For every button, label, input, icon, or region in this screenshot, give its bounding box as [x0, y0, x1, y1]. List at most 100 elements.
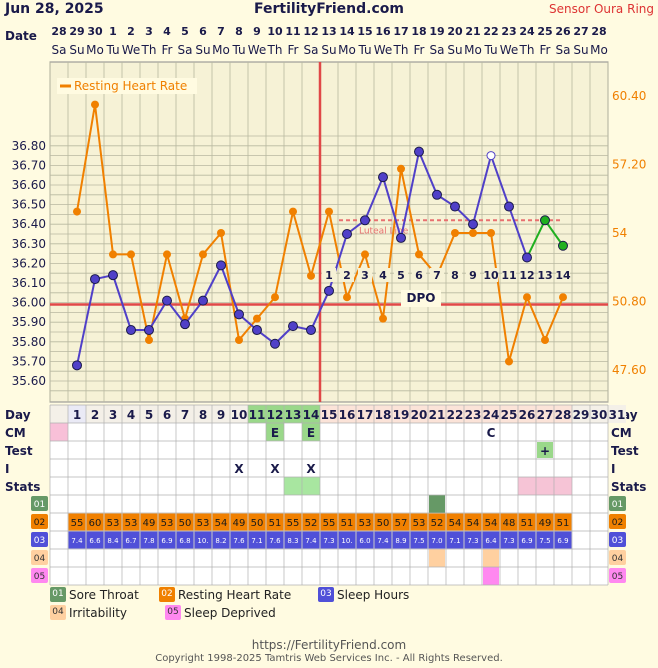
day-cell [140, 405, 158, 423]
rhr-cell-value: 57 [395, 518, 408, 529]
sleep-cell-value: 7.8 [143, 537, 154, 545]
rhr-cell-value: 49 [143, 518, 156, 529]
rhr-cell-value: 52 [431, 518, 444, 529]
temperature-point [144, 325, 154, 336]
sleep-cell [428, 531, 446, 549]
sleep-cell [230, 531, 248, 549]
chart-date: Jun 28, 2025 [5, 1, 104, 17]
rhr-legend-label: Resting Heart Rate [74, 79, 187, 93]
legend-label-irritability: Irritability [69, 606, 128, 620]
rhr-cell-value: 55 [71, 518, 84, 529]
day-number: 4 [127, 408, 135, 422]
day-cell [464, 405, 482, 423]
calendar-weekday: We [374, 43, 393, 57]
rhr-cell-value: 50 [179, 518, 192, 529]
calendar-weekday: Sa [52, 43, 67, 57]
temp-axis-label: 36.30 [12, 237, 46, 251]
sleep-cell-value: 7.6 [269, 537, 281, 545]
dpo-number: 3 [361, 269, 369, 282]
rhr-point [505, 357, 513, 366]
dpo-number: 13 [537, 269, 552, 282]
rhr-cell [464, 513, 482, 531]
dpo-number: 10 [483, 269, 499, 282]
calendar-date: 5 [181, 25, 189, 38]
row05-mark [483, 567, 499, 585]
footer-url[interactable]: https://FertilityFriend.com [251, 638, 407, 652]
calendar-weekday: Mo [590, 43, 608, 57]
day-cell [230, 405, 248, 423]
day-number: 29 [573, 408, 590, 422]
sleep-cell [482, 531, 500, 549]
day-number: 1 [73, 408, 81, 422]
rhr-point [163, 250, 171, 259]
grid-row-i [50, 459, 608, 477]
day-number: 15 [321, 408, 338, 422]
day-cell [536, 405, 554, 423]
sleep-cell-value: 6.9 [557, 537, 568, 545]
calendar-date: 17 [393, 25, 408, 38]
temperature-point [180, 319, 190, 330]
temperature-point [342, 229, 352, 239]
rhr-point [217, 229, 225, 237]
rhr-point [271, 293, 279, 302]
row-label-right: Test [611, 444, 639, 458]
calendar-date: 12 [303, 25, 318, 38]
calendar-weekday: Fr [414, 43, 425, 57]
cm-cell [266, 423, 284, 441]
plot-area [49, 61, 609, 403]
day-number: 13 [285, 408, 302, 422]
day-cell [590, 405, 608, 423]
row-tag-text: 03 [34, 536, 45, 546]
row-tag [609, 532, 626, 547]
grid-row-04 [50, 549, 608, 567]
sleep-cell-value: 6.6 [89, 537, 101, 545]
row-label-right: Stats [611, 480, 646, 494]
day-cell [248, 405, 266, 423]
legend-code-01: 01 [50, 587, 66, 602]
legend-label-rhr: Resting Heart Rate [178, 588, 292, 602]
rhr-cell-value: 53 [413, 518, 426, 529]
rhr-cell [338, 513, 356, 531]
sleep-cell-value: 7.4 [71, 537, 83, 545]
calendar-date: 15 [357, 25, 372, 38]
day-number: 28 [555, 408, 572, 422]
temperature-point [90, 274, 100, 285]
temperature-point [450, 201, 460, 212]
luteal-line-label: Luteal Line [359, 226, 409, 236]
rhr-axis-label: 47.60 [612, 363, 646, 377]
legend-code-03: 03 [318, 587, 334, 602]
calendar-weekday: Su [321, 43, 336, 57]
row-tag [609, 514, 626, 529]
legend-label-sore-throat: Sore Throat [69, 588, 139, 602]
sleep-cell [410, 531, 428, 549]
temp-axis-label: 35.70 [12, 354, 46, 368]
sleep-cell-value: 7.1 [449, 537, 460, 545]
rhr-cell [284, 513, 302, 531]
rhr-point [559, 293, 567, 302]
calendar-weekday: Th [393, 43, 409, 57]
sleep-cell-value: 8.4 [107, 537, 119, 545]
rhr-cell [500, 513, 518, 531]
rhr-cell-value: 50 [377, 518, 390, 529]
calendar-weekday: Fr [540, 43, 551, 57]
day-number: 14 [303, 408, 320, 422]
temp-axis-label: 36.40 [12, 217, 46, 231]
sleep-cell-value: 7.5 [539, 537, 550, 545]
calendar-date: 2 [127, 25, 135, 38]
sleep-cell-value: 8.3 [287, 537, 298, 545]
sleep-cell-value: 8.2 [215, 537, 226, 545]
day-cell [392, 405, 410, 423]
calendar-weekday: Sa [556, 43, 571, 57]
sleep-cell [158, 531, 176, 549]
calendar-weekday: Mo [86, 43, 104, 57]
day-number: 11 [249, 408, 266, 422]
temperature-point [468, 219, 478, 230]
dpo-bg [358, 268, 372, 282]
row-tag-text: 04 [612, 554, 624, 564]
day-number: 27 [537, 408, 554, 422]
grid-row-05 [50, 567, 608, 585]
row01-mark [429, 495, 445, 513]
rhr-point [523, 293, 531, 302]
day-cell [482, 405, 500, 423]
rhr-cell-value: 55 [287, 518, 300, 529]
